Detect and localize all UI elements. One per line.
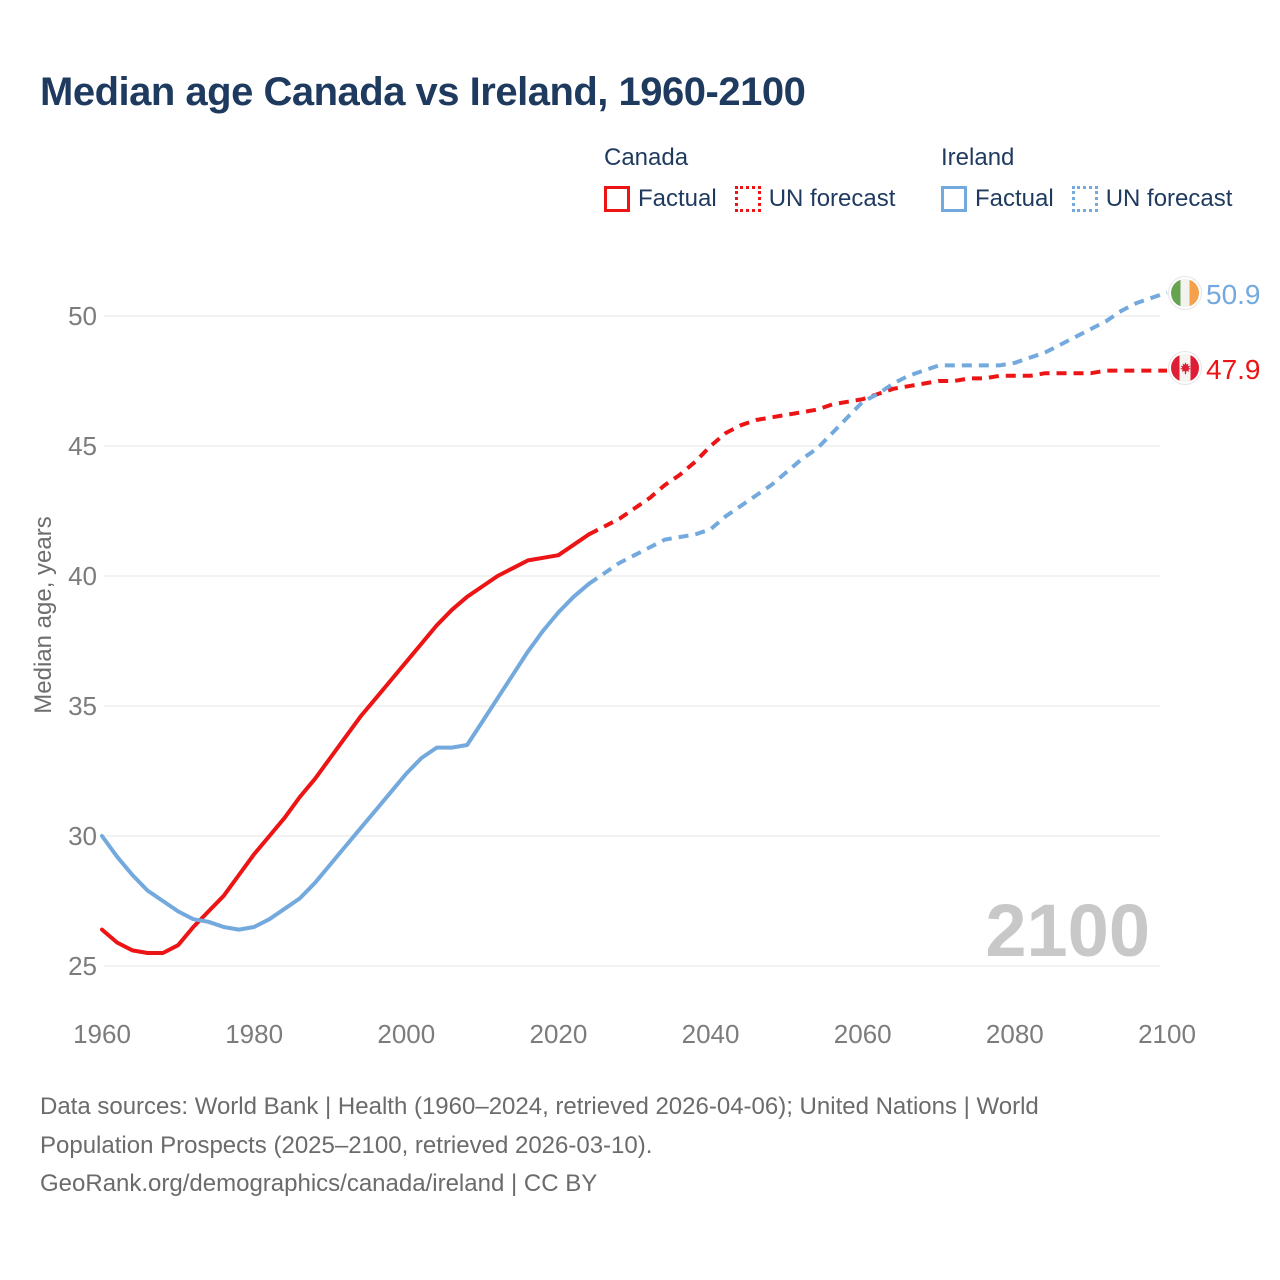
- legend-ireland: Ireland Factual UN forecast: [941, 144, 1250, 213]
- maple-leaf-icon: [1179, 361, 1191, 374]
- y-tick-label-25: 25: [68, 951, 97, 981]
- series-line-ireland-factual: [100, 581, 591, 932]
- ireland-factual-swatch-icon: [941, 186, 967, 212]
- footer-line-1: Data sources: World Bank | Health (1960–…: [40, 1093, 1039, 1120]
- series-line-canada-factual: [100, 532, 591, 955]
- x-tick-label-2100: 2100: [1138, 1019, 1196, 1049]
- y-tick-label-40: 40: [68, 561, 97, 591]
- legend-ireland-forecast: UN forecast: [1071, 185, 1233, 213]
- y-axis-title: Median age, years: [30, 516, 57, 714]
- series-line-ireland-un-forecast: [587, 290, 1168, 586]
- canada-factual-swatch-icon: [604, 186, 630, 212]
- y-tick-label-45: 45: [68, 431, 97, 461]
- legend-canada-factual: Factual: [604, 185, 717, 213]
- legend-ireland-header: Ireland: [941, 144, 1015, 171]
- y-tick-label-30: 30: [68, 821, 97, 851]
- ireland-forecast-swatch-icon: [1071, 186, 1098, 212]
- legend-canada-header: Canada: [604, 144, 689, 171]
- series-line-canada-un-forecast: [587, 368, 1167, 537]
- legend-label: UN forecast: [768, 185, 896, 212]
- x-tick-label-2080: 2080: [986, 1019, 1044, 1049]
- footer-line-2: Population Prospects (2025–2100, retriev…: [40, 1131, 653, 1159]
- legend-canada: Canada Factual UN forecast: [604, 144, 913, 213]
- legend-label: Factual: [975, 185, 1054, 212]
- legend-label: UN forecast: [1105, 185, 1233, 212]
- data-sources-footer: Data sources: World Bank | Health (1960–…: [40, 1088, 1170, 1204]
- x-tick-label-1960: 1960: [73, 1019, 131, 1049]
- canada-forecast-swatch-icon: [734, 186, 761, 212]
- ireland-flag-icon: [1171, 279, 1199, 307]
- watermark-year: 2100: [985, 889, 1150, 972]
- page-title: Median age Canada vs Ireland, 1960-2100: [40, 70, 806, 114]
- ireland-end-value: 50.9: [1206, 279, 1261, 310]
- x-tick-label-2020: 2020: [530, 1019, 588, 1049]
- x-tick-label-2040: 2040: [682, 1019, 740, 1049]
- y-tick-label-50: 50: [68, 301, 97, 331]
- legend-ireland-factual: Factual: [941, 185, 1054, 213]
- x-tick-label-1980: 1980: [225, 1019, 283, 1049]
- legend-label: Factual: [638, 185, 717, 212]
- x-tick-label-2000: 2000: [377, 1019, 435, 1049]
- footer-line-3: GeoRank.org/demographics/canada/ireland …: [40, 1170, 598, 1197]
- canada-end-value: 47.9: [1206, 354, 1261, 385]
- y-tick-label-35: 35: [68, 691, 97, 721]
- canada-flag-icon: [1171, 354, 1199, 382]
- legend-canada-forecast: UN forecast: [734, 185, 896, 213]
- x-tick-label-2060: 2060: [834, 1019, 892, 1049]
